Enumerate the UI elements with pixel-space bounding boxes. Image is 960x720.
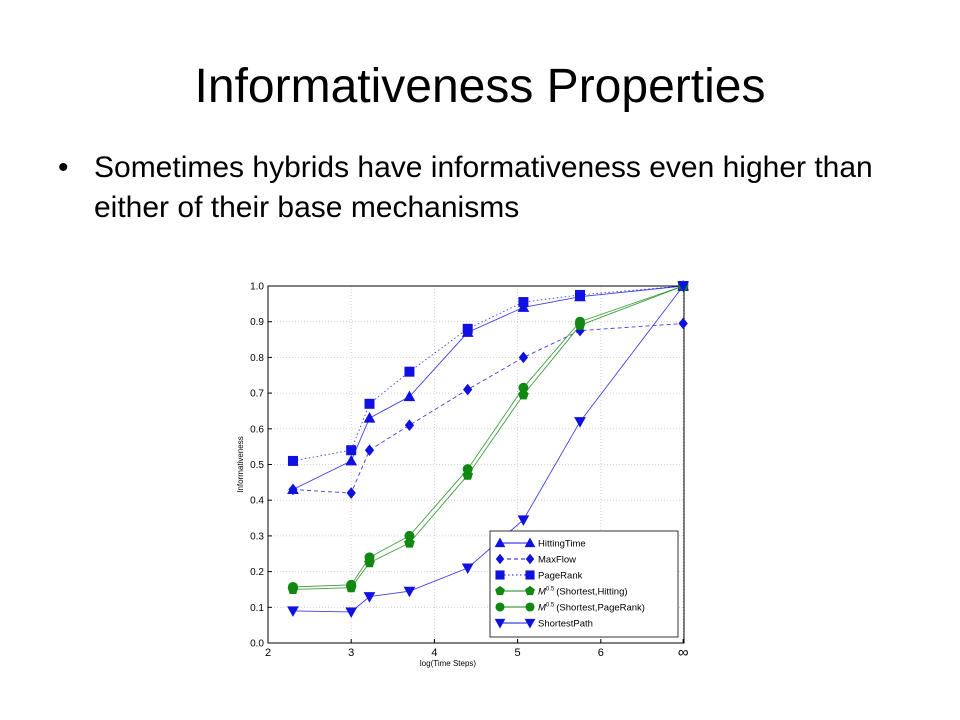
legend-marker	[525, 553, 535, 565]
legend-marker	[495, 602, 505, 612]
y-tick-label: 0.1	[250, 603, 264, 614]
data-point-s2	[364, 398, 375, 409]
legend-label: M0.5 (Shortest,Hitting)	[538, 587, 628, 598]
data-point-s4	[462, 464, 473, 475]
legend-label: PageRank	[538, 571, 583, 582]
legend-marker	[494, 618, 506, 629]
data-point-s5	[677, 281, 690, 293]
legend-marker	[524, 537, 536, 548]
data-point-s5	[574, 417, 586, 428]
y-tick-label: 0.6	[250, 424, 264, 435]
data-point-s4	[346, 579, 357, 590]
data-point-s4	[575, 316, 585, 327]
data-point-s5	[517, 515, 530, 526]
x-tick-label: 5	[515, 647, 521, 659]
x-tick-label: 6	[598, 647, 604, 659]
legend-marker	[525, 570, 535, 580]
data-point-s1	[678, 317, 688, 330]
informativeness-chart: 0.0 0.1 0.2 0.3 0.4 0.5 0.6 0.7 0.8 0.9 1.0 2 3 4 5 6 ∞ l…	[236, 279, 690, 668]
series-line-2	[292, 285, 684, 462]
y-axis-label: Informativeness	[236, 436, 245, 492]
legend-label: MaxFlow	[538, 555, 576, 566]
data-point-s5	[363, 592, 376, 603]
data-point-s1	[288, 483, 298, 496]
legend-label: ShortestPath	[538, 619, 593, 630]
data-point-s5	[345, 607, 358, 618]
data-point-s0	[363, 412, 376, 423]
bullet-text: Sometimes hybrids have informativeness e…	[94, 151, 873, 224]
legend-label: M0.5 (Shortest,PageRank)	[538, 603, 645, 614]
data-point-s2	[287, 455, 298, 466]
y-tick-label: 0.7	[250, 389, 264, 400]
legend-box	[489, 530, 679, 638]
data-point-s2	[575, 289, 585, 300]
data-point-s3	[404, 537, 415, 548]
legend-marker	[525, 585, 535, 596]
data-point-s2	[462, 323, 473, 334]
legend-marker	[495, 553, 505, 565]
data-point-s4	[518, 382, 529, 393]
data-point-s5	[403, 586, 416, 598]
data-point-s1	[404, 419, 415, 432]
data-point-s4	[404, 530, 415, 541]
data-point-s0	[345, 454, 358, 466]
y-tick-label: 0.5	[250, 460, 264, 471]
legend-marker	[495, 570, 505, 580]
legend-marker	[494, 537, 506, 548]
data-point-s1	[463, 383, 473, 396]
legend-label: HittingTime	[538, 539, 586, 550]
y-tick-label: 0.4	[250, 496, 264, 507]
data-point-s4	[287, 581, 298, 592]
data-point-s5	[461, 563, 474, 575]
y-tick-label: 1.0	[250, 282, 264, 293]
data-point-s5	[287, 606, 299, 617]
series-line-1	[292, 323, 684, 494]
x-tick-label: ∞	[678, 644, 689, 661]
data-point-s1	[364, 444, 375, 457]
data-point-s0	[403, 390, 416, 402]
bullet-item: • Sometimes hybrids have informativeness…	[58, 148, 918, 228]
bullet-marker: •	[58, 151, 69, 184]
data-point-s4	[364, 552, 375, 563]
x-tick-label: 2	[265, 647, 271, 659]
legend-marker	[524, 618, 536, 629]
y-tick-label: 0.8	[250, 353, 264, 364]
legend-marker	[495, 585, 505, 596]
data-point-s2	[518, 297, 529, 308]
y-tick-label: 0.9	[250, 317, 264, 328]
y-tick-label: 0.2	[250, 567, 264, 578]
data-point-s1	[346, 487, 356, 499]
data-point-s1	[518, 351, 529, 364]
x-axis-label: log(Time Steps)	[420, 659, 477, 668]
legend-marker	[525, 602, 535, 612]
x-tick-label: 4	[431, 647, 437, 659]
data-point-s2	[346, 445, 357, 456]
data-point-s2	[404, 366, 415, 377]
x-tick-label: 3	[348, 647, 354, 659]
slide-title: Informativeness Properties	[194, 60, 766, 113]
y-tick-label: 0.0	[250, 639, 264, 650]
series-line-4	[292, 285, 684, 588]
y-tick-label: 0.3	[250, 531, 264, 542]
